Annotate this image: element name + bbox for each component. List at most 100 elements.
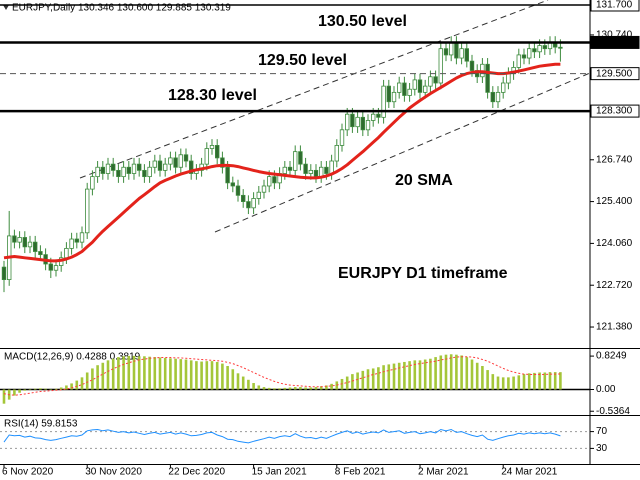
macd-bar bbox=[226, 366, 229, 390]
macd-bar bbox=[475, 362, 479, 390]
candle-body bbox=[121, 166, 126, 178]
level-label-box bbox=[590, 67, 640, 81]
candle-body bbox=[168, 157, 173, 165]
candle-body bbox=[209, 145, 215, 149]
macd-bar bbox=[299, 387, 302, 390]
macd-bar bbox=[278, 388, 281, 390]
macd-bar bbox=[439, 355, 443, 390]
header-icon bbox=[3, 5, 9, 10]
annotation: 20 SMA bbox=[395, 172, 453, 189]
candle-body bbox=[428, 76, 433, 87]
macd-bar bbox=[486, 370, 489, 390]
macd-bar bbox=[455, 354, 458, 390]
candle-body bbox=[74, 238, 79, 243]
macd-bar bbox=[91, 368, 94, 390]
macd-bar bbox=[429, 358, 432, 390]
x-tick-label: 15 Jan 2021 bbox=[252, 467, 307, 478]
candle-body bbox=[116, 169, 121, 178]
candle-body bbox=[282, 166, 287, 174]
level-label: 131.700 bbox=[596, 0, 633, 11]
candle-body bbox=[235, 185, 241, 196]
candle-body bbox=[79, 232, 85, 243]
candle-body bbox=[183, 154, 189, 162]
candle-body bbox=[417, 79, 423, 93]
candle-body bbox=[422, 85, 428, 93]
macd-bar bbox=[304, 387, 307, 390]
macd-bar bbox=[449, 354, 453, 390]
level-label: 128.300 bbox=[596, 106, 633, 117]
candle-body bbox=[532, 48, 537, 53]
candle-body bbox=[459, 48, 464, 59]
candle-body bbox=[261, 185, 267, 193]
macd-bar bbox=[314, 387, 318, 390]
candle-body bbox=[318, 166, 324, 178]
candle-body bbox=[344, 113, 350, 131]
candle-body bbox=[365, 120, 371, 131]
level-label: 130.500 bbox=[596, 37, 633, 48]
candle-body bbox=[386, 85, 391, 103]
candle-body bbox=[355, 116, 360, 128]
macd-bar bbox=[387, 364, 391, 390]
x-tick-label: 2 Mar 2021 bbox=[418, 467, 469, 478]
macd-bar bbox=[137, 356, 141, 390]
macd-bar bbox=[101, 362, 105, 390]
y-tick-label: 121.380 bbox=[596, 322, 633, 333]
candle-body bbox=[402, 82, 407, 96]
macd-bar bbox=[13, 389, 16, 396]
annotation: EURJPY D1 timeframe bbox=[338, 265, 508, 282]
candle-body bbox=[240, 194, 246, 202]
macd-bar bbox=[33, 388, 37, 390]
x-tick-label: 24 Mar 2021 bbox=[501, 467, 558, 478]
candle-body bbox=[407, 88, 412, 96]
candle-body bbox=[246, 201, 251, 209]
macd-bar bbox=[75, 380, 79, 390]
macd-bar bbox=[18, 389, 21, 393]
candle-body bbox=[1, 266, 7, 280]
x-tick-label: 22 Dec 2020 bbox=[168, 467, 225, 478]
macd-bar bbox=[470, 359, 474, 390]
rsi-title: RSI(14) 59.8153 bbox=[4, 419, 78, 430]
macd-bar bbox=[533, 372, 536, 390]
x-tick-label: 30 Nov 2020 bbox=[85, 467, 142, 478]
macd-bar bbox=[70, 383, 73, 390]
macd-bar bbox=[111, 358, 115, 390]
signal-line bbox=[3, 356, 561, 396]
macd-bar bbox=[553, 372, 557, 390]
macd-bar bbox=[262, 387, 266, 390]
macd-bar bbox=[132, 355, 136, 390]
macd-bar bbox=[413, 360, 417, 390]
macd-bar bbox=[293, 387, 297, 390]
candle-body bbox=[38, 251, 43, 256]
macd-bar bbox=[366, 369, 370, 390]
macd-bar bbox=[548, 372, 552, 390]
candle-body bbox=[558, 46, 563, 49]
candle-body bbox=[542, 45, 547, 50]
candle-body bbox=[443, 48, 449, 56]
level-label-box bbox=[590, 0, 640, 12]
macd-bar bbox=[319, 386, 323, 390]
candle-body bbox=[225, 166, 230, 184]
x-tick-label: 6 Nov 2020 bbox=[2, 467, 54, 478]
macd-bar bbox=[444, 354, 448, 390]
macd-bar bbox=[241, 376, 245, 390]
macd-bar bbox=[85, 372, 89, 390]
level-label-box bbox=[590, 35, 640, 49]
candle-body bbox=[126, 166, 131, 174]
macd-bar bbox=[434, 357, 437, 390]
macd-bar bbox=[247, 379, 250, 390]
macd-bar bbox=[267, 387, 271, 390]
macd-bar bbox=[23, 389, 27, 391]
macd-bar bbox=[371, 368, 375, 390]
macd-bar bbox=[106, 360, 110, 390]
candle-body bbox=[251, 198, 256, 209]
macd-bar bbox=[2, 389, 6, 404]
annotation: 130.50 level bbox=[318, 13, 407, 30]
macd-bar bbox=[195, 361, 198, 390]
macd-bar bbox=[361, 370, 365, 390]
y-tick-label: 70 bbox=[596, 426, 608, 437]
macd-bar bbox=[205, 361, 209, 390]
candle-body bbox=[266, 176, 272, 187]
